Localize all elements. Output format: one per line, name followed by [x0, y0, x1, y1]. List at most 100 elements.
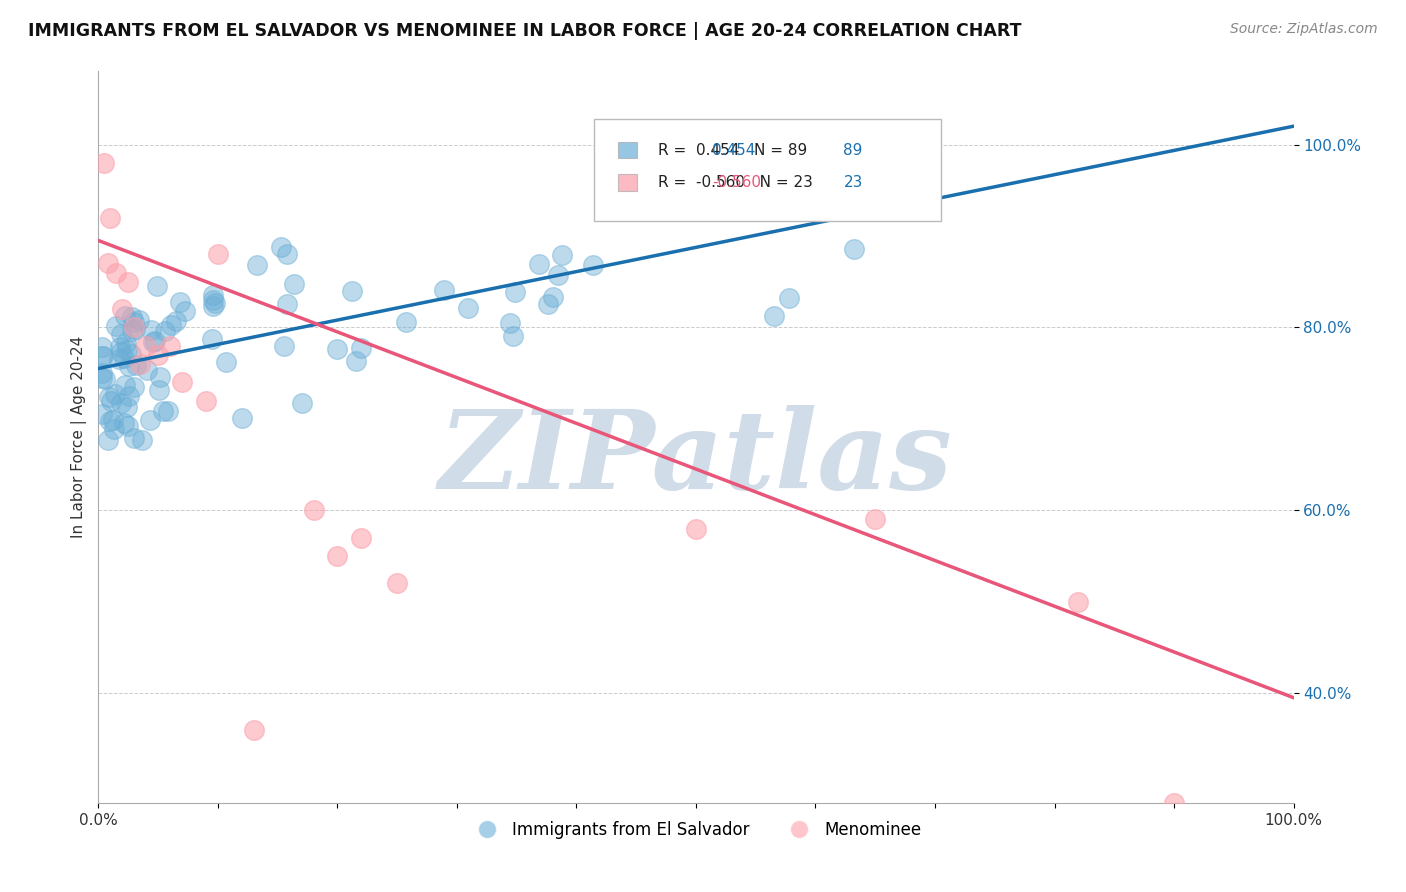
Point	[276, 246, 298, 260]
Point	[114, 310, 136, 324]
Point	[502, 328, 524, 343]
Point	[243, 723, 266, 737]
Point	[105, 266, 128, 280]
Point	[115, 335, 138, 350]
Point	[153, 324, 176, 338]
Point	[1067, 594, 1090, 608]
Point	[172, 376, 194, 390]
Point	[169, 295, 191, 310]
Point	[291, 395, 314, 409]
Point	[195, 393, 218, 408]
Text: R =  -0.560   N = 23: R = -0.560 N = 23	[658, 175, 813, 190]
Point	[103, 422, 125, 436]
Point	[340, 284, 363, 298]
Point	[844, 242, 866, 256]
Point	[145, 334, 167, 348]
Point	[108, 340, 131, 354]
Point	[141, 323, 163, 337]
Point	[91, 349, 114, 363]
Point	[91, 366, 114, 380]
Point	[110, 344, 132, 359]
Point	[110, 395, 132, 409]
Point	[159, 318, 181, 333]
Point	[129, 357, 152, 371]
Point	[124, 321, 146, 335]
Point	[115, 343, 138, 358]
Point	[122, 380, 145, 394]
Point	[91, 371, 114, 385]
Point	[117, 275, 139, 289]
Point	[97, 256, 120, 270]
Point	[543, 290, 565, 304]
Point	[202, 288, 225, 302]
Point	[273, 339, 295, 353]
Point	[146, 279, 169, 293]
Y-axis label: In Labor Force | Age 20-24: In Labor Force | Age 20-24	[72, 336, 87, 538]
FancyBboxPatch shape	[595, 119, 941, 221]
Text: 89: 89	[844, 143, 863, 158]
Point	[149, 370, 172, 384]
Point	[350, 531, 373, 545]
Point	[112, 351, 135, 365]
Point	[142, 335, 165, 350]
Point	[350, 342, 373, 356]
Text: ZIPatlas: ZIPatlas	[439, 405, 953, 513]
Point	[302, 503, 325, 517]
Point	[385, 576, 409, 591]
Point	[104, 387, 127, 401]
Point	[326, 549, 349, 563]
Point	[270, 239, 292, 253]
Point	[762, 309, 785, 323]
Point	[152, 403, 174, 417]
Point	[122, 431, 145, 445]
Point	[117, 359, 139, 373]
Point	[202, 293, 225, 307]
Point	[765, 201, 787, 215]
Point	[202, 299, 225, 313]
Point	[112, 416, 135, 430]
Point	[245, 258, 267, 272]
Point	[93, 155, 115, 169]
Point	[118, 389, 141, 403]
Point	[135, 338, 157, 352]
Point	[122, 315, 145, 329]
Point	[124, 320, 146, 334]
Point	[131, 433, 153, 447]
Point	[547, 268, 569, 282]
Point	[581, 258, 603, 272]
FancyBboxPatch shape	[619, 175, 637, 191]
Point	[165, 313, 187, 327]
Point	[204, 296, 226, 310]
Point	[108, 352, 131, 367]
Point	[537, 297, 560, 311]
Point	[117, 400, 139, 414]
Text: R =  0.454   N = 89: R = 0.454 N = 89	[658, 143, 807, 158]
Point	[215, 355, 238, 369]
Point	[120, 347, 142, 361]
Point	[231, 411, 253, 425]
Point	[395, 315, 418, 329]
Text: 0.454: 0.454	[711, 143, 755, 158]
Point	[157, 403, 180, 417]
Point	[529, 257, 551, 271]
Point	[344, 353, 367, 368]
Point	[433, 283, 456, 297]
Point	[135, 363, 157, 377]
Point	[91, 340, 114, 354]
Point	[91, 407, 114, 421]
Point	[865, 512, 887, 526]
Text: Source: ZipAtlas.com: Source: ZipAtlas.com	[1230, 22, 1378, 37]
Point	[325, 343, 347, 357]
Point	[110, 326, 132, 341]
Point	[114, 378, 136, 392]
Point	[1163, 796, 1185, 810]
Legend: Immigrants from El Salvador, Menominee: Immigrants from El Salvador, Menominee	[464, 814, 928, 846]
Point	[551, 248, 574, 262]
Point	[283, 277, 305, 291]
Point	[276, 297, 298, 311]
Text: 23: 23	[844, 175, 863, 190]
Point	[499, 316, 522, 330]
Point	[148, 348, 170, 362]
Point	[105, 319, 128, 334]
Point	[117, 418, 139, 433]
